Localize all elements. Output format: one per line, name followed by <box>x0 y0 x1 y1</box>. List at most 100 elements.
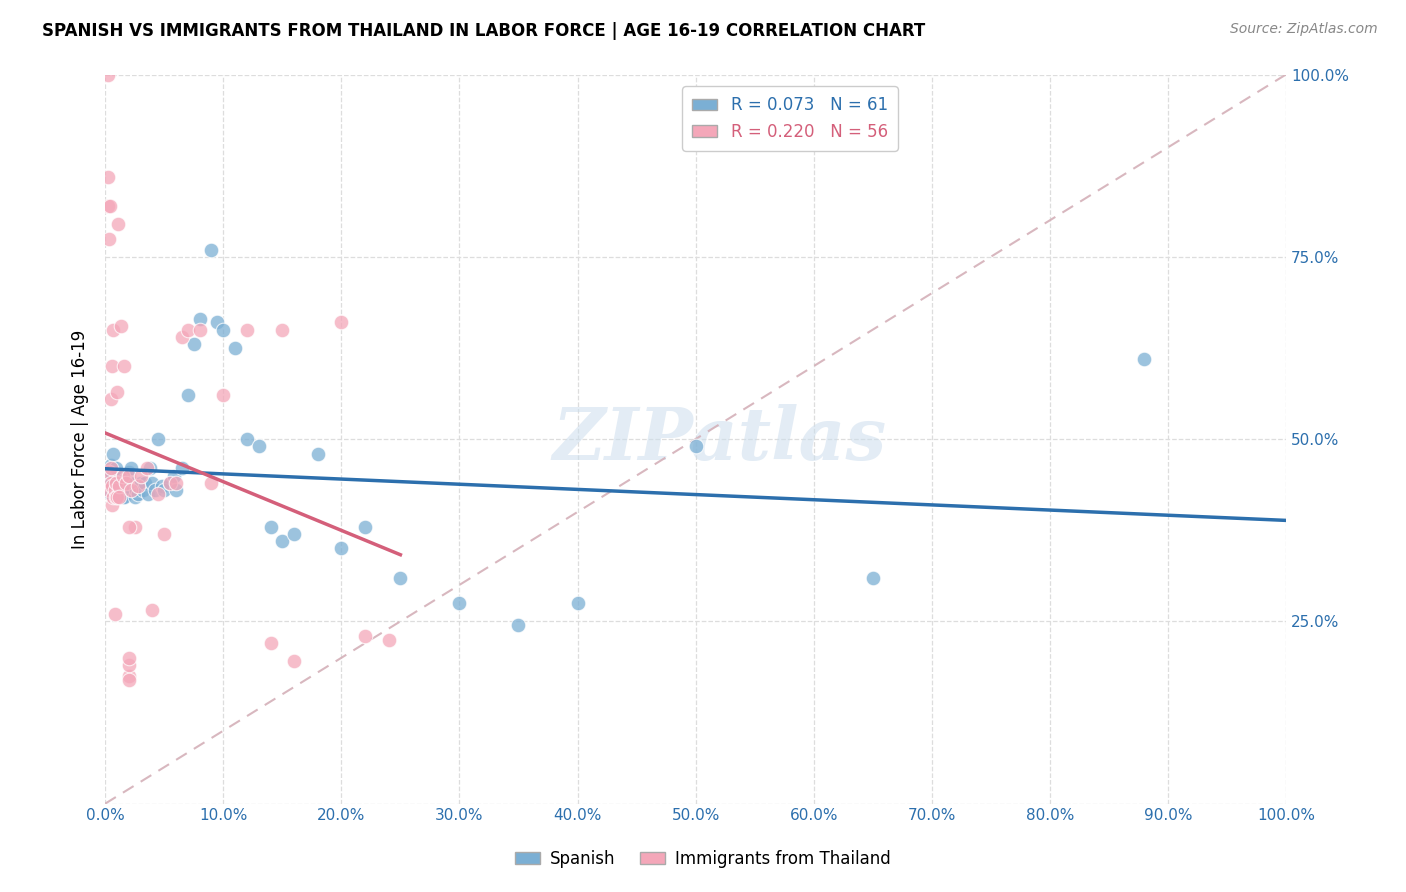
Point <box>108 491 131 505</box>
Point <box>259 519 281 533</box>
Point <box>100 458 122 472</box>
Point <box>200 243 222 257</box>
Point <box>115 475 138 490</box>
Point <box>183 337 205 351</box>
Point <box>135 461 157 475</box>
Point <box>207 315 229 329</box>
Point <box>139 461 162 475</box>
Point <box>104 475 127 490</box>
Point <box>97 483 120 497</box>
Point <box>177 323 200 337</box>
Y-axis label: In Labor Force | Age 16-19: In Labor Force | Age 16-19 <box>72 329 89 549</box>
Point <box>862 571 884 585</box>
Point <box>97 231 120 245</box>
Point <box>307 447 329 461</box>
Point <box>100 479 122 493</box>
Point <box>141 603 163 617</box>
Point <box>165 475 187 490</box>
Point <box>236 432 259 446</box>
Point <box>112 491 135 505</box>
Point <box>100 461 122 475</box>
Point <box>165 483 187 497</box>
Point <box>188 311 211 326</box>
Point <box>118 465 141 479</box>
Point <box>127 487 149 501</box>
Point <box>97 68 120 82</box>
Point <box>148 487 170 501</box>
Point <box>104 483 127 497</box>
Point <box>153 526 176 541</box>
Point <box>170 330 193 344</box>
Point <box>124 491 146 505</box>
Point <box>449 596 471 610</box>
Point <box>101 359 124 373</box>
Point <box>125 483 148 497</box>
Point <box>104 607 127 621</box>
Point <box>129 475 152 490</box>
Point <box>163 468 186 483</box>
Point <box>224 341 246 355</box>
Point <box>112 359 135 373</box>
Point <box>118 468 141 483</box>
Point <box>124 475 146 490</box>
Point <box>354 629 377 643</box>
Point <box>104 483 127 497</box>
Point <box>120 483 142 497</box>
Point <box>567 596 589 610</box>
Point <box>129 468 152 483</box>
Point <box>104 461 127 475</box>
Point <box>200 475 222 490</box>
Text: Source: ZipAtlas.com: Source: ZipAtlas.com <box>1230 22 1378 37</box>
Point <box>271 534 294 549</box>
Point <box>170 461 193 475</box>
Point <box>1133 351 1156 366</box>
Point <box>134 475 156 490</box>
Legend: Spanish, Immigrants from Thailand: Spanish, Immigrants from Thailand <box>508 844 898 875</box>
Point <box>118 669 141 683</box>
Point <box>118 650 141 665</box>
Point <box>127 479 149 493</box>
Point <box>103 323 125 337</box>
Point <box>120 461 142 475</box>
Point <box>103 491 125 505</box>
Point <box>377 632 399 647</box>
Point <box>330 315 353 329</box>
Point <box>150 479 173 493</box>
Point <box>159 475 181 490</box>
Point <box>236 323 259 337</box>
Point <box>103 447 125 461</box>
Point <box>212 323 235 337</box>
Point <box>354 519 377 533</box>
Point <box>104 491 127 505</box>
Point <box>100 472 122 486</box>
Point <box>177 388 200 402</box>
Point <box>104 472 127 486</box>
Point <box>132 483 155 497</box>
Point <box>283 526 305 541</box>
Point <box>108 479 131 493</box>
Point <box>212 388 235 402</box>
Point <box>105 384 128 399</box>
Point <box>188 323 211 337</box>
Point <box>110 319 132 334</box>
Point <box>330 541 353 556</box>
Point <box>117 472 139 486</box>
Point <box>110 475 132 490</box>
Point <box>98 199 121 213</box>
Point <box>100 392 122 406</box>
Point <box>108 483 131 497</box>
Point <box>111 468 134 483</box>
Point <box>115 479 138 493</box>
Point <box>111 491 134 505</box>
Point <box>685 439 707 453</box>
Point <box>136 487 159 501</box>
Point <box>110 491 132 505</box>
Point <box>97 199 120 213</box>
Point <box>100 487 122 501</box>
Text: SPANISH VS IMMIGRANTS FROM THAILAND IN LABOR FORCE | AGE 16-19 CORRELATION CHART: SPANISH VS IMMIGRANTS FROM THAILAND IN L… <box>42 22 925 40</box>
Point <box>97 169 120 184</box>
Point <box>100 465 122 479</box>
Point <box>159 475 181 490</box>
Point <box>283 655 305 669</box>
Point <box>148 432 170 446</box>
